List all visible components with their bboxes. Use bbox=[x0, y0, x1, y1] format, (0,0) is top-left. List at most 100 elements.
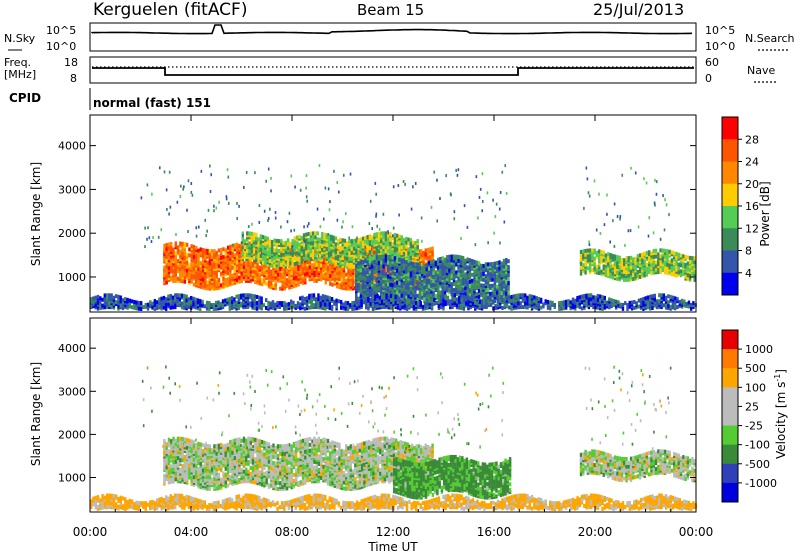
echo-cell bbox=[688, 255, 692, 260]
echo-cell bbox=[450, 270, 453, 275]
echo-cell bbox=[226, 277, 230, 282]
echo-cell bbox=[192, 296, 195, 301]
echo-cell bbox=[493, 277, 497, 282]
echo-cell bbox=[455, 254, 458, 259]
echo-cell bbox=[181, 261, 184, 266]
echo-cell bbox=[398, 234, 401, 239]
echo-cell bbox=[285, 278, 289, 283]
echo-cell bbox=[459, 273, 463, 278]
echo-cell bbox=[259, 253, 263, 258]
echo-cell bbox=[632, 277, 635, 282]
echo-cell bbox=[305, 232, 308, 237]
echo-cell bbox=[205, 300, 209, 305]
echo-cell bbox=[584, 270, 587, 275]
echo-cell bbox=[484, 299, 488, 304]
nave-tick-bottom: 0 bbox=[705, 72, 712, 85]
echo-cell bbox=[469, 297, 472, 302]
echo-cell bbox=[402, 284, 406, 289]
echo-cell bbox=[380, 231, 383, 236]
echo-cell bbox=[475, 276, 478, 281]
echo-cell bbox=[663, 260, 667, 265]
echo-cell bbox=[686, 261, 690, 266]
echo-cell bbox=[604, 269, 608, 274]
echo-cell bbox=[386, 278, 390, 283]
echo-cell bbox=[174, 297, 177, 302]
echo-cell bbox=[414, 262, 417, 267]
echo-cell bbox=[317, 301, 320, 306]
echo-cell bbox=[246, 249, 249, 254]
echo-cell bbox=[471, 264, 474, 269]
echo-cell bbox=[375, 269, 378, 274]
echo-cell bbox=[389, 293, 393, 298]
echo-cell bbox=[96, 294, 100, 299]
echo-cell bbox=[657, 256, 660, 261]
echo-cell bbox=[396, 255, 399, 260]
echo-cell bbox=[486, 262, 490, 267]
echo-cell bbox=[418, 262, 422, 267]
echo-cell bbox=[457, 258, 460, 263]
echo-cell bbox=[255, 294, 259, 299]
echo-cell bbox=[206, 280, 209, 285]
echo-cell bbox=[334, 261, 338, 266]
echo-cell bbox=[317, 297, 320, 302]
echo-cell bbox=[327, 233, 331, 238]
echo-cell bbox=[486, 278, 490, 283]
echo-cell bbox=[396, 243, 399, 248]
echo-cell bbox=[434, 270, 438, 275]
echo-cell bbox=[453, 293, 456, 298]
echo-cell bbox=[292, 300, 295, 305]
echo-cell bbox=[326, 275, 330, 280]
echo-cell bbox=[208, 301, 211, 306]
echo-cell bbox=[359, 284, 363, 289]
echo-cell bbox=[339, 299, 343, 304]
echo-cell bbox=[197, 252, 200, 257]
echo-cell bbox=[620, 261, 624, 266]
echo-cell bbox=[434, 260, 438, 265]
echo-cell bbox=[286, 258, 290, 263]
echo-cell bbox=[452, 287, 456, 292]
echo-cell bbox=[162, 295, 166, 300]
echo-cell bbox=[382, 254, 385, 259]
echo-cell bbox=[467, 302, 470, 307]
echo-cell bbox=[163, 243, 166, 248]
echo-cell bbox=[693, 270, 696, 275]
echo-cell bbox=[170, 275, 173, 280]
echo-cell bbox=[493, 287, 497, 292]
echo-cell bbox=[384, 237, 388, 242]
echo-cell bbox=[436, 261, 440, 266]
echo-cell bbox=[197, 248, 200, 253]
echo-cell bbox=[389, 247, 392, 252]
echo-cell bbox=[659, 248, 662, 253]
echo-cell bbox=[195, 275, 198, 280]
echo-cell bbox=[377, 282, 381, 287]
echo-cell bbox=[477, 273, 481, 278]
date-label: 25/Jul/2013 bbox=[593, 0, 684, 19]
echo-cell bbox=[448, 276, 451, 281]
echo-cell bbox=[602, 258, 605, 263]
echo-cell bbox=[288, 248, 291, 253]
echo-cell bbox=[452, 270, 456, 275]
echo-cell bbox=[629, 275, 633, 280]
echo-cell bbox=[477, 284, 481, 289]
echo-cell bbox=[489, 283, 492, 288]
echo-cell bbox=[425, 267, 428, 272]
echo-cell bbox=[436, 293, 440, 298]
echo-cell bbox=[398, 289, 401, 294]
echo-cell bbox=[582, 249, 585, 254]
echo-cell bbox=[657, 260, 660, 265]
echo-cell bbox=[246, 293, 250, 298]
echo-cell bbox=[482, 271, 485, 276]
echo-cell bbox=[273, 238, 276, 243]
echo-cell bbox=[226, 271, 230, 276]
echo-cell bbox=[382, 272, 385, 277]
echo-cell bbox=[162, 299, 166, 304]
echo-cell bbox=[174, 251, 177, 256]
echo-cell bbox=[380, 270, 383, 275]
echo-cell bbox=[280, 301, 284, 306]
echo-cell bbox=[477, 280, 481, 285]
echo-cell bbox=[357, 253, 360, 258]
echo-cell bbox=[312, 293, 316, 298]
echo-cell bbox=[648, 250, 651, 255]
echo-cell bbox=[222, 255, 225, 260]
echo-cell bbox=[267, 274, 271, 279]
